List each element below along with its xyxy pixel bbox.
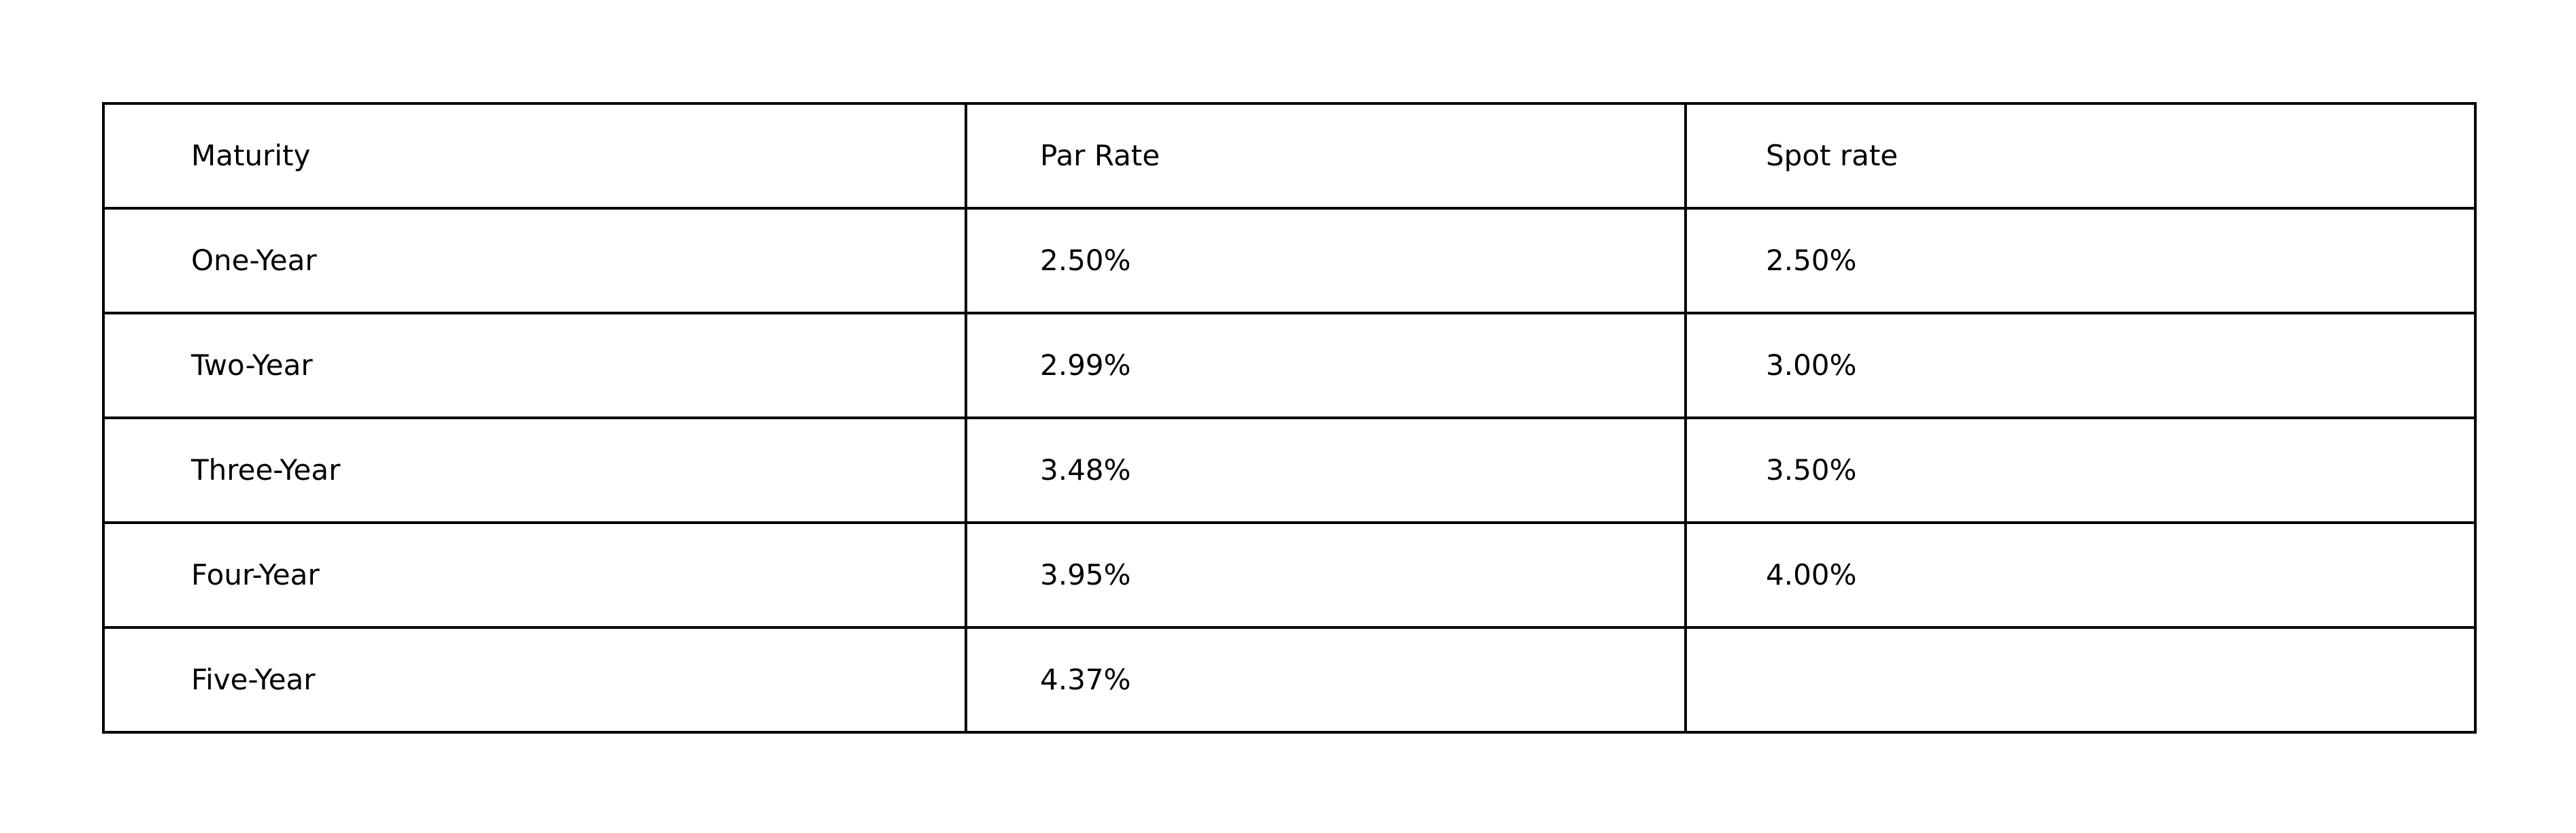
table-row: Two-Year 2.99% 3.00%: [102, 312, 2477, 419]
table-row: Three-Year 3.48% 3.50%: [102, 416, 2477, 524]
cell-par-rate: 4.37%: [965, 626, 1687, 734]
header-row: Maturity Par Rate Spot rate: [102, 102, 2477, 210]
cell-maturity: Two-Year: [102, 312, 967, 419]
table-row: Four-Year 3.95% 4.00%: [102, 521, 2477, 629]
table-row: One-Year 2.50% 2.50%: [102, 207, 2477, 314]
header-spot-rate: Spot rate: [1684, 102, 2477, 210]
cell-par-rate: 3.95%: [965, 521, 1687, 629]
table-row: Five-Year 4.37%: [102, 626, 2477, 734]
cell-par-rate: 2.99%: [965, 312, 1687, 419]
cell-spot-rate: 3.50%: [1684, 416, 2477, 524]
rates-table: Maturity Par Rate Spot rate One-Year 2.5…: [102, 102, 2477, 734]
header-maturity: Maturity: [102, 102, 967, 210]
cell-maturity: Four-Year: [102, 521, 967, 629]
cell-par-rate: 3.48%: [965, 416, 1687, 524]
cell-spot-rate: [1684, 626, 2477, 734]
cell-maturity: Five-Year: [102, 626, 967, 734]
cell-spot-rate: 4.00%: [1684, 521, 2477, 629]
cell-par-rate: 2.50%: [965, 207, 1687, 314]
cell-maturity: One-Year: [102, 207, 967, 314]
cell-maturity: Three-Year: [102, 416, 967, 524]
cell-spot-rate: 2.50%: [1684, 207, 2477, 314]
header-par-rate: Par Rate: [965, 102, 1687, 210]
cell-spot-rate: 3.00%: [1684, 312, 2477, 419]
